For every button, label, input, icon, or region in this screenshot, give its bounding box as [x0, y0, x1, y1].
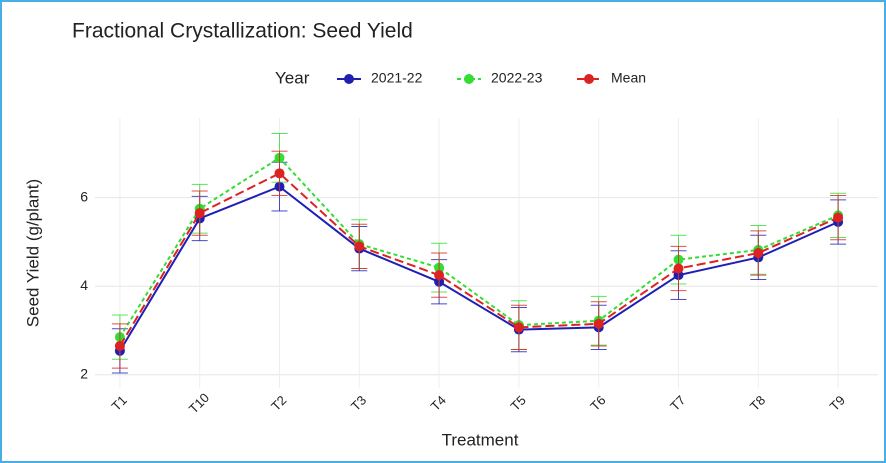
legend-label: 2021-22	[371, 70, 423, 86]
y-tick-label: 4	[80, 277, 88, 293]
point	[513, 322, 524, 333]
y-tick-label: 2	[80, 365, 88, 381]
chart-title: Fractional Crystallization: Seed Yield	[72, 20, 413, 43]
point	[434, 270, 445, 281]
point	[194, 208, 205, 219]
legend-marker	[584, 74, 594, 84]
legend-marker	[344, 74, 354, 84]
point	[833, 212, 844, 223]
series-line	[119, 172, 839, 347]
legend-marker	[464, 74, 474, 84]
x-axis-label: Treatment	[442, 430, 519, 449]
legend-title: Year	[275, 68, 310, 87]
legend-label: Mean	[611, 70, 646, 86]
legend-label: 2022-23	[491, 70, 543, 86]
point	[673, 263, 684, 274]
point	[274, 168, 285, 179]
point	[593, 318, 604, 329]
series-line	[119, 185, 839, 352]
point	[753, 248, 764, 258]
y-tick-label: 6	[80, 188, 88, 204]
point	[114, 340, 125, 351]
series-line	[119, 156, 839, 338]
y-axis-label: Seed Yield (g/plant)	[23, 179, 42, 327]
point	[354, 241, 365, 252]
